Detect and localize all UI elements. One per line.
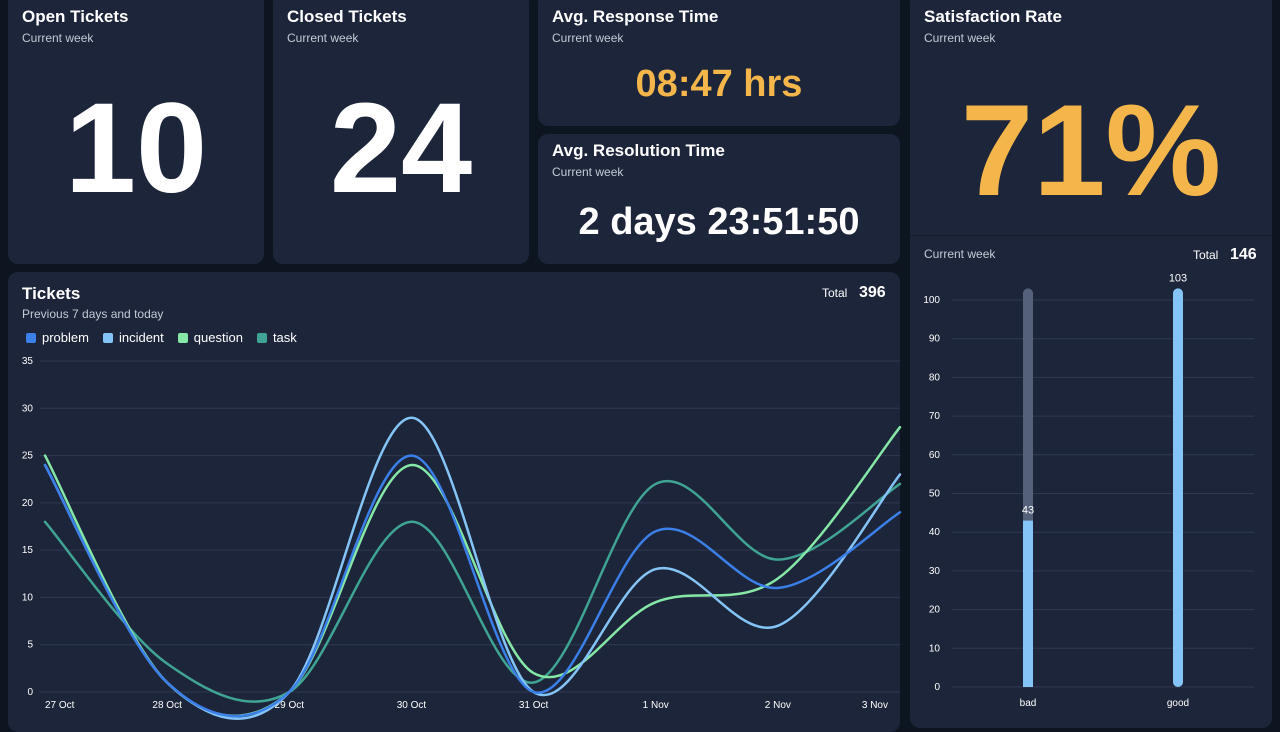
tickets-card: Tickets Previous 7 days and today Total … [8,272,900,732]
legend-swatch-question [177,332,188,343]
satisfaction-card: Satisfaction Rate Current week 71% Curre… [910,0,1272,728]
legend-label-problem: problem [42,330,89,345]
legend-item-question[interactable]: question [177,330,243,345]
tickets-total-value: 396 [859,284,886,301]
tickets-subtitle: Previous 7 days and today [22,307,164,321]
avg-resolution-card: Avg. Resolution Time Current week 2 days… [538,134,900,264]
tickets-title: Tickets [22,284,81,303]
closed-tickets-title: Closed Tickets [287,7,407,26]
closed-tickets-value: 24 [329,77,473,220]
open-tickets-title: Open Tickets [22,7,129,26]
legend-swatch-task [256,332,267,343]
legend-label-question: question [193,330,243,345]
open-tickets-card: Open Tickets Current week 10 [8,0,264,264]
open-tickets-subtitle: Current week [22,31,94,45]
satisfaction-subtitle: Current week [924,31,996,45]
legend-label-task: task [272,330,297,345]
satisfaction-total-value: 146 [1230,246,1257,263]
avg-resolution-value: 2 days 23:51:50 [578,201,860,243]
satisfaction-chart-subtitle: Current week [924,247,996,261]
closed-tickets-card: Closed Tickets Current week 24 [273,0,529,264]
satisfaction-value: 71% [960,77,1222,223]
avg-response-card: Avg. Response Time Current week 08:47 hr… [538,0,900,126]
legend-item-problem[interactable]: problem [26,330,89,345]
avg-resolution-title: Avg. Resolution Time [552,141,725,160]
avg-response-subtitle: Current week [552,31,624,45]
open-tickets-value: 10 [64,77,208,220]
legend-label-incident: incident [118,330,164,345]
legend-swatch-incident [102,332,113,343]
satisfaction-total-label: Total [1193,248,1219,262]
legend-item-task[interactable]: task [256,330,297,345]
avg-response-title: Avg. Response Time [552,7,719,26]
avg-resolution-subtitle: Current week [552,165,624,179]
closed-tickets-subtitle: Current week [287,31,359,45]
legend-swatch-problem [26,332,36,343]
legend-item-incident[interactable]: incident [102,330,164,345]
tickets-total-label: Total [822,286,848,300]
satisfaction-title: Satisfaction Rate [924,7,1062,26]
chart-legend: problem incident question task [26,330,297,345]
avg-response-value: 08:47 hrs [635,63,803,105]
satisfaction-divider [910,235,1272,236]
